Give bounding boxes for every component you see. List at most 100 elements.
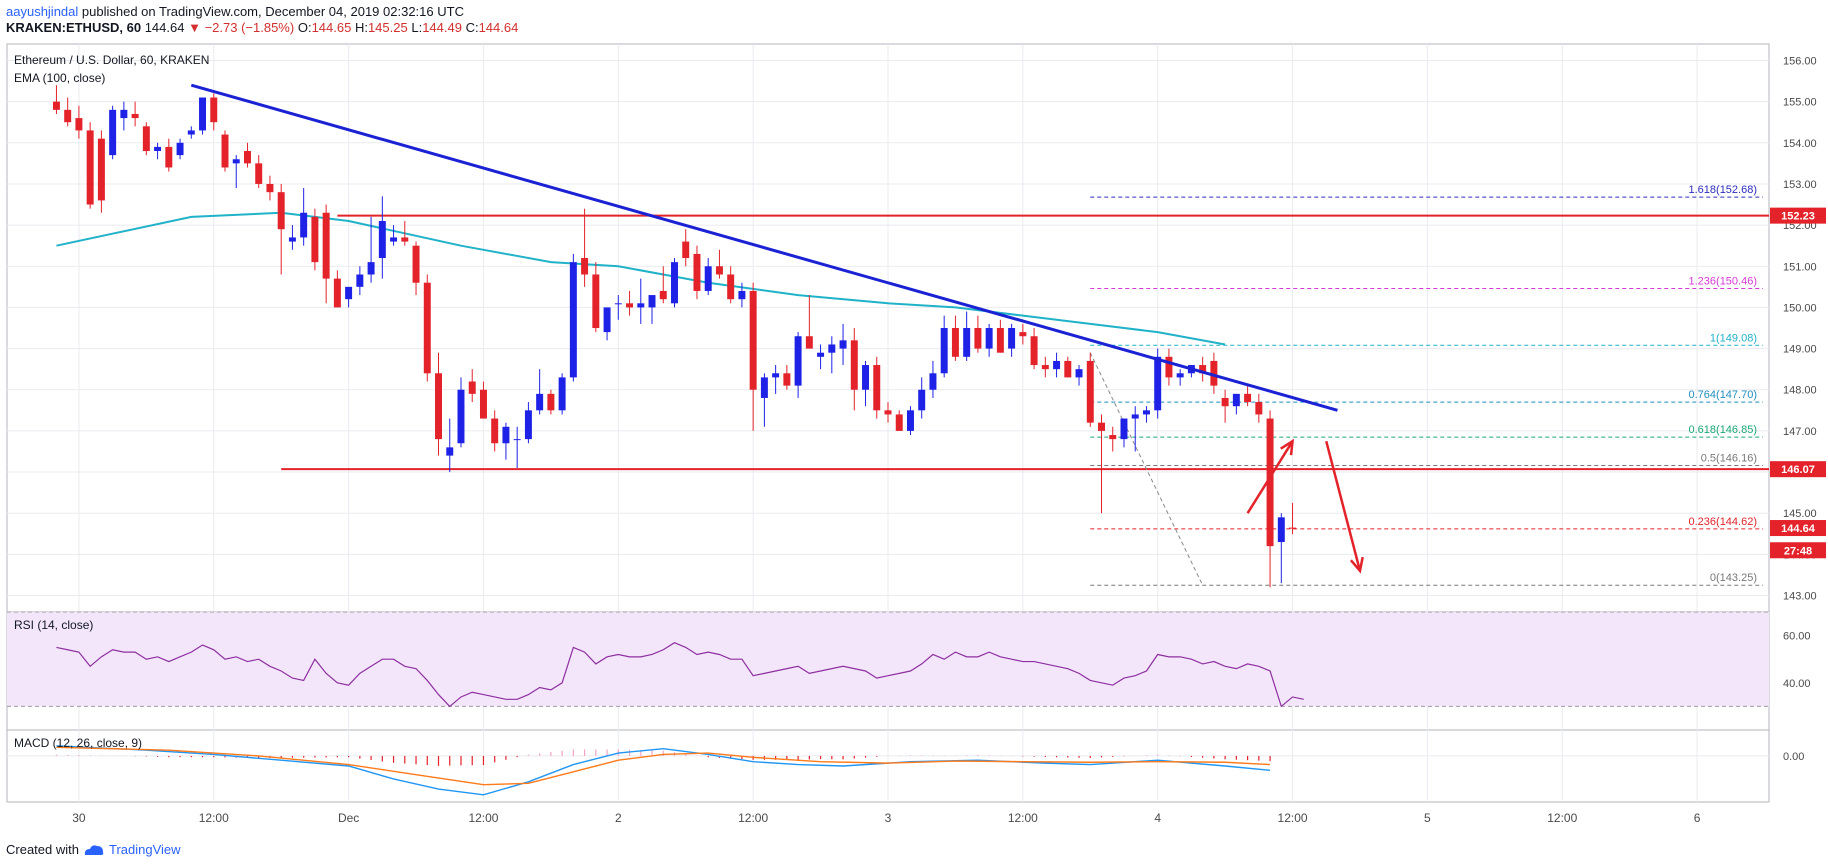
candle-body	[963, 328, 971, 357]
fib-diagonal	[1089, 352, 1204, 586]
candle-body	[109, 109, 117, 156]
candle-body	[176, 142, 184, 156]
price-tick-label: 156.00	[1783, 55, 1817, 67]
candle-body	[1244, 393, 1252, 403]
fib-level-label: 0.764(147.70)	[1689, 389, 1758, 401]
candle-body	[1154, 356, 1162, 411]
time-tick-label: 3	[885, 811, 892, 825]
published-text: published on TradingView.com, December 0…	[81, 4, 464, 19]
candle-body	[345, 286, 353, 300]
candle-body	[468, 381, 476, 394]
candle-body	[199, 97, 207, 131]
candle-body	[165, 146, 173, 168]
candle-body	[154, 146, 162, 152]
candle-body	[300, 212, 308, 238]
candle-body	[974, 328, 982, 349]
candle-body	[862, 365, 870, 390]
candle-body	[1266, 418, 1274, 547]
time-tick-label: 12:00	[1547, 811, 1577, 825]
candle-body	[1176, 373, 1184, 378]
candle-body	[288, 237, 296, 242]
time-tick-label: 5	[1424, 811, 1431, 825]
candle-body	[412, 245, 420, 283]
candle-body	[1064, 360, 1072, 378]
ema-legend: EMA (100, close)	[14, 71, 105, 85]
candle-body	[794, 336, 802, 386]
candle-body	[1030, 336, 1038, 366]
time-tick-label: 12:00	[1278, 811, 1308, 825]
candle-body	[760, 377, 768, 398]
candle-body	[727, 274, 735, 300]
candle-body	[850, 340, 858, 390]
chart-title: Ethereum / U.S. Dollar, 60, KRAKEN	[14, 53, 209, 67]
candle-body	[693, 253, 701, 291]
time-tick-label: 2	[615, 811, 622, 825]
rsi-tick-label: 40.00	[1783, 678, 1811, 690]
candle-body	[97, 138, 105, 201]
price-axis: 156.00155.00154.00153.00152.00151.00150.…	[1770, 55, 1826, 763]
candle-body	[232, 159, 240, 164]
macd-signal-line	[56, 746, 1271, 786]
candle-body	[569, 262, 577, 378]
macd-tick-label: 0.00	[1783, 751, 1804, 763]
projection-arrow	[1325, 440, 1362, 572]
candle-body	[255, 163, 263, 184]
candle-body	[457, 389, 465, 444]
candle-body	[951, 328, 959, 357]
candle-body	[423, 282, 431, 374]
candle-body	[1098, 422, 1105, 431]
price-tick-label: 147.00	[1783, 426, 1817, 438]
candle-body	[120, 109, 128, 119]
candle-body	[1019, 332, 1027, 337]
candle-body	[356, 274, 364, 287]
candle-body	[738, 290, 746, 300]
candle-body	[772, 373, 780, 378]
time-tick-label: 12:00	[738, 811, 768, 825]
candle-body	[918, 389, 926, 411]
candle-body	[210, 97, 218, 123]
candle-body	[131, 113, 139, 119]
candle-body	[603, 307, 611, 333]
candle-body	[1008, 328, 1016, 349]
author-link[interactable]: aayushjindal	[6, 4, 79, 19]
fib-level-label: 1.236(150.46)	[1689, 275, 1758, 287]
time-tick-label: 4	[1154, 811, 1161, 825]
price-change: ▼ −2.73 (−1.85%)	[188, 20, 295, 35]
tradingview-brand[interactable]: TradingView	[108, 842, 181, 857]
candle-body	[536, 393, 544, 411]
price-tick-label: 155.00	[1783, 97, 1817, 109]
candle-body	[367, 262, 375, 275]
candle-body	[378, 220, 386, 259]
candle-body	[592, 274, 600, 328]
candle-body	[547, 393, 555, 411]
candle-body	[715, 266, 723, 275]
candle-body	[581, 258, 589, 275]
candle-body	[1165, 356, 1173, 378]
candle-body	[1221, 397, 1229, 407]
price-axis-badge-label: 144.64	[1781, 523, 1816, 535]
candle-body	[277, 192, 285, 230]
candle-body	[502, 426, 510, 444]
candle-body	[64, 109, 72, 123]
rsi-band	[7, 612, 1769, 707]
candle-body	[996, 328, 1004, 353]
rsi-pane	[7, 611, 1769, 708]
candle-body	[940, 328, 948, 374]
time-tick-label: 30	[72, 811, 86, 825]
time-tick-label: 12:00	[1008, 811, 1038, 825]
candle-body	[558, 377, 566, 411]
ohlc-open: 144.65	[311, 20, 352, 35]
rsi-tick-label: 60.00	[1783, 631, 1811, 643]
candle-body	[671, 262, 678, 304]
candle-body	[828, 344, 836, 353]
fib-level-label: 1(149.08)	[1710, 332, 1757, 344]
candle-body	[884, 410, 892, 415]
candle-body	[513, 439, 521, 441]
trendline	[190, 83, 1338, 412]
fib-level-label: 0.618(146.85)	[1689, 424, 1758, 436]
candle-body	[491, 418, 499, 444]
main-pane: 1.618(152.68) 1.236(150.46) 1(149.08) 0.764…	[52, 83, 1769, 588]
price-tick-label: 150.00	[1783, 302, 1817, 314]
time-axis: 30 12:00 Dec 12:00 2 12:00 3 12:00 4 12:00 5 12:00 6	[72, 811, 1700, 825]
